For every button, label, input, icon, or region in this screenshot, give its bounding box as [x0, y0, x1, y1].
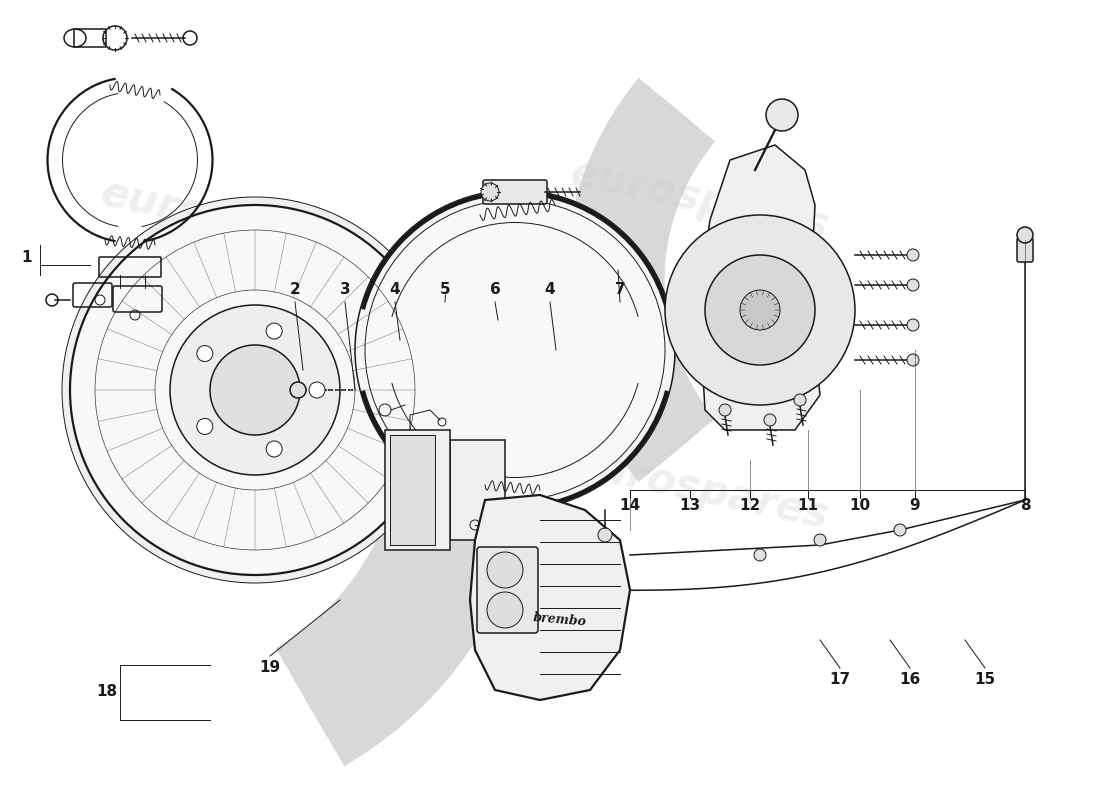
Text: 15: 15: [975, 673, 996, 687]
Text: 18: 18: [97, 685, 118, 699]
Circle shape: [197, 346, 212, 362]
Text: eurospares: eurospares: [97, 442, 363, 538]
Text: 1: 1: [22, 250, 32, 266]
Circle shape: [481, 183, 499, 201]
Circle shape: [740, 290, 780, 330]
Circle shape: [908, 279, 918, 291]
Text: 11: 11: [798, 498, 818, 513]
Circle shape: [754, 549, 766, 561]
FancyBboxPatch shape: [1018, 238, 1033, 262]
FancyBboxPatch shape: [390, 435, 435, 545]
Text: 9: 9: [910, 498, 921, 513]
Text: brembo: brembo: [532, 611, 587, 629]
Polygon shape: [470, 495, 630, 700]
Text: 5: 5: [440, 282, 450, 298]
Text: 13: 13: [680, 498, 701, 513]
Text: 17: 17: [829, 673, 850, 687]
Circle shape: [365, 200, 666, 500]
Circle shape: [764, 414, 776, 426]
Polygon shape: [700, 145, 820, 430]
Circle shape: [766, 99, 797, 131]
Text: 7: 7: [615, 282, 625, 298]
Circle shape: [719, 404, 732, 416]
Text: eurospares: eurospares: [97, 172, 363, 268]
Circle shape: [908, 319, 918, 331]
Circle shape: [894, 524, 906, 536]
Circle shape: [666, 215, 855, 405]
FancyBboxPatch shape: [477, 547, 538, 633]
Circle shape: [197, 418, 212, 434]
Circle shape: [598, 528, 612, 542]
FancyBboxPatch shape: [450, 440, 505, 540]
FancyBboxPatch shape: [385, 430, 450, 550]
Circle shape: [908, 249, 918, 261]
Text: 2: 2: [289, 282, 300, 298]
Circle shape: [794, 394, 806, 406]
Circle shape: [290, 382, 306, 398]
Circle shape: [210, 345, 300, 435]
Text: eurospares: eurospares: [566, 442, 833, 538]
Text: 3: 3: [340, 282, 350, 298]
Text: 10: 10: [849, 498, 870, 513]
Circle shape: [814, 534, 826, 546]
Circle shape: [309, 382, 324, 398]
Text: eurospares: eurospares: [566, 152, 833, 248]
Text: 16: 16: [900, 673, 921, 687]
Text: 6: 6: [490, 282, 500, 298]
Circle shape: [487, 592, 522, 628]
Circle shape: [487, 552, 522, 588]
Circle shape: [908, 354, 918, 366]
FancyBboxPatch shape: [484, 516, 526, 534]
Circle shape: [705, 255, 815, 365]
Text: 19: 19: [260, 661, 280, 675]
Text: 12: 12: [739, 498, 760, 513]
Circle shape: [266, 323, 283, 339]
FancyBboxPatch shape: [483, 180, 547, 204]
Circle shape: [266, 441, 283, 457]
Text: 4: 4: [389, 282, 400, 298]
FancyBboxPatch shape: [512, 537, 568, 563]
Circle shape: [170, 305, 340, 475]
Text: 4: 4: [544, 282, 556, 298]
Circle shape: [355, 190, 675, 510]
Text: 8: 8: [1020, 498, 1031, 513]
Circle shape: [70, 205, 440, 575]
Circle shape: [62, 197, 448, 583]
Text: 14: 14: [619, 498, 640, 513]
Circle shape: [1018, 227, 1033, 243]
